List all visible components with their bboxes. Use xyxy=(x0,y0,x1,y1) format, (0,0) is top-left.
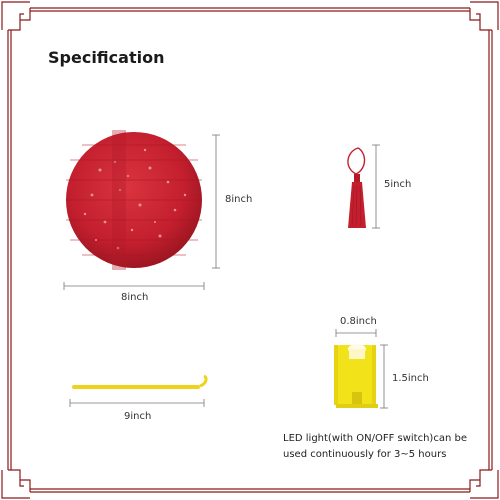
tassel-length-dimension xyxy=(372,144,380,229)
stick-length-label: 9inch xyxy=(124,411,152,422)
page-title: Specification xyxy=(48,48,165,67)
led-light xyxy=(334,344,378,408)
led-height-label: 1.5inch xyxy=(392,373,429,384)
led-width-label: 0.8inch xyxy=(340,316,377,327)
paper-lantern xyxy=(66,130,202,270)
tassel xyxy=(347,147,366,228)
led-usage-note: LED light(with ON/OFF switch)can be used… xyxy=(283,433,467,460)
led-height-dimension xyxy=(380,344,388,409)
tassel-length-label: 5inch xyxy=(384,179,412,190)
lantern-height-dimension xyxy=(212,134,220,269)
lantern-width-label: 8inch xyxy=(121,292,149,303)
led-width-dimension xyxy=(335,329,377,337)
lantern-stick xyxy=(72,374,208,389)
stick-length-dimension xyxy=(69,399,205,407)
lantern-height-label: 8inch xyxy=(225,194,253,205)
lantern-width-dimension xyxy=(63,282,205,290)
